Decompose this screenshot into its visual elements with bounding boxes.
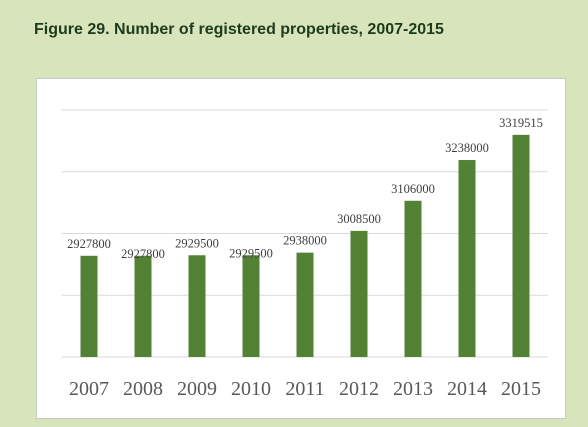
x-tick-label: 2011 xyxy=(285,378,324,400)
x-tick-label: 2009 xyxy=(177,378,217,400)
x-tick-label: 2015 xyxy=(501,378,541,400)
value-label: 2929500 xyxy=(229,246,273,260)
x-tick-label: 2008 xyxy=(123,378,163,400)
bar xyxy=(458,160,476,357)
chart-area xyxy=(36,78,566,419)
chart-title: Figure 29. Number of registered properti… xyxy=(34,21,444,38)
bar xyxy=(188,255,206,357)
value-label: 3238000 xyxy=(445,141,489,155)
x-tick-label: 2010 xyxy=(231,378,271,400)
bar xyxy=(80,255,98,357)
value-label: 2927800 xyxy=(67,237,111,251)
x-tick-label: 2007 xyxy=(69,378,109,400)
bar xyxy=(404,200,422,357)
x-tick-label: 2012 xyxy=(339,378,379,400)
bar xyxy=(296,252,314,357)
bar xyxy=(242,255,260,357)
x-tick-label: 2014 xyxy=(447,378,487,400)
value-label: 2938000 xyxy=(283,234,327,248)
bar xyxy=(134,255,152,357)
x-tick-label: 2013 xyxy=(393,378,433,400)
value-label: 3008500 xyxy=(337,212,381,226)
bar xyxy=(350,230,368,357)
bar xyxy=(512,134,530,357)
value-label: 2927800 xyxy=(121,247,165,261)
value-label: 3106000 xyxy=(391,182,435,196)
value-label: 3319515 xyxy=(499,116,543,130)
value-label: 2929500 xyxy=(175,236,219,250)
